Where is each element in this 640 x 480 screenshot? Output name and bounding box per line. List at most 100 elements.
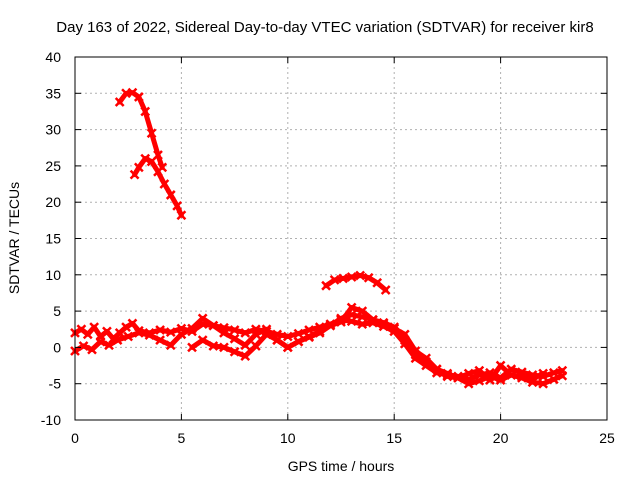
data-point	[325, 320, 336, 331]
data-point	[314, 327, 325, 338]
x-tick-label: 25	[599, 430, 615, 446]
data-point	[112, 335, 123, 346]
data-point	[146, 156, 157, 167]
x-tick-label: 20	[493, 430, 509, 446]
x-axis-label: GPS time / hours	[288, 458, 395, 474]
data-point	[527, 374, 538, 385]
x-tick-label: 15	[386, 430, 402, 446]
data-point	[355, 270, 366, 281]
data-point	[127, 87, 138, 98]
data-point	[187, 323, 197, 334]
data-point	[321, 280, 331, 291]
data-point	[140, 153, 151, 164]
data-point	[304, 332, 314, 343]
data-point	[208, 320, 219, 331]
x-tick-label: 5	[178, 430, 186, 446]
data-point	[165, 340, 176, 351]
data-point	[133, 162, 144, 173]
data-point	[104, 340, 114, 351]
data-point	[102, 326, 112, 337]
data-point	[474, 365, 485, 376]
data-point	[538, 378, 549, 389]
data-point	[261, 329, 272, 340]
y-tick-label: 15	[45, 231, 61, 247]
y-tick-label: -5	[49, 376, 62, 392]
y-tick-label: 5	[53, 303, 61, 319]
chart-title: Day 163 of 2022, Sidereal Day-to-day VTE…	[56, 19, 593, 36]
x-tick-label: 0	[71, 430, 79, 446]
data-point	[336, 317, 346, 327]
data-point	[172, 200, 183, 211]
data-point	[357, 319, 368, 330]
data-point	[389, 323, 400, 334]
y-tick-label: -10	[41, 412, 61, 428]
data-point	[219, 327, 229, 338]
x-tick-label: 10	[280, 430, 296, 446]
data-point	[240, 351, 251, 361]
data-point	[208, 341, 219, 351]
data-point	[399, 329, 410, 340]
data-point	[442, 371, 453, 382]
data-point	[240, 327, 251, 338]
y-tick-label: 20	[45, 194, 61, 210]
y-tick-label: 40	[45, 49, 61, 65]
data-point	[153, 166, 163, 177]
y-tick-label: 0	[53, 339, 61, 355]
data-point	[474, 375, 485, 386]
data-point	[133, 92, 144, 102]
y-tick-label: 35	[45, 85, 61, 101]
data-point	[219, 342, 229, 353]
data-point	[410, 346, 421, 356]
data-point	[250, 329, 261, 340]
data-point	[140, 106, 151, 117]
data-point	[95, 336, 106, 347]
data-point	[380, 285, 391, 295]
data-point	[240, 340, 251, 351]
data-point	[123, 331, 134, 342]
data-point	[187, 342, 197, 353]
data-point	[293, 336, 304, 347]
data-point	[463, 378, 474, 389]
data-point	[485, 375, 495, 385]
data-point	[121, 322, 131, 332]
data-point	[495, 360, 506, 371]
data-point	[197, 313, 208, 324]
data-point	[421, 353, 432, 364]
data-point	[133, 327, 144, 338]
data-point	[82, 329, 93, 340]
data-point	[87, 344, 97, 355]
data-point	[463, 368, 474, 379]
series-band-c	[187, 302, 549, 385]
data-point	[165, 327, 176, 338]
data-point	[129, 169, 140, 180]
data-point	[78, 341, 89, 351]
data-point	[159, 179, 170, 189]
data-point	[197, 335, 208, 346]
data-point	[89, 322, 100, 332]
data-point	[453, 373, 463, 383]
data-point	[557, 370, 568, 381]
data-point	[346, 272, 357, 282]
data-point	[495, 375, 506, 385]
data-point	[146, 128, 157, 139]
data-point	[357, 306, 368, 316]
data-point	[165, 190, 176, 200]
series-arc-mid	[321, 270, 391, 295]
axis-ticks: 0 5 10 15 20 25 -10 -5 0 5 10 15 20 25 30 35 40	[41, 49, 615, 446]
data-point	[229, 325, 240, 335]
data-point	[144, 330, 155, 340]
data-point	[516, 371, 527, 382]
series-arc-high-2	[129, 153, 187, 221]
data-point	[272, 335, 283, 346]
data-point	[346, 302, 357, 313]
data-point	[372, 277, 383, 288]
data-point	[155, 325, 166, 335]
data-point	[282, 342, 293, 353]
data-point	[368, 314, 378, 325]
data-point	[229, 333, 240, 344]
data-point	[250, 341, 261, 351]
data-point	[329, 274, 340, 285]
y-axis-label: SDTVAR / TECUs	[6, 182, 22, 294]
